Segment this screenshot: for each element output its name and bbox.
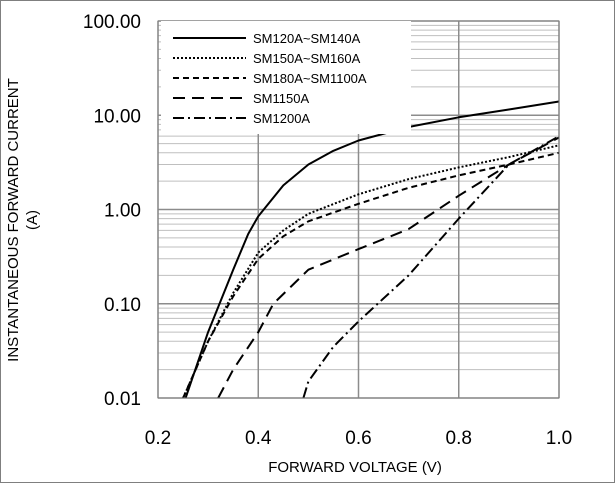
y-axis-title-line-2: (A) xyxy=(24,210,41,230)
legend-background xyxy=(161,21,411,134)
legend: SM120A~SM140A SM150A~SM160A SM180A~SM1100A… xyxy=(161,21,411,134)
x-axis-title: FORWARD VOLTAGE (V) xyxy=(268,459,442,476)
legend-label: SM120A~SM140A xyxy=(253,31,361,46)
series-line-sm180a-sm1100a xyxy=(182,151,560,399)
x-tick-label: 0.8 xyxy=(446,428,472,449)
y-tick-label: 1.00 xyxy=(104,201,141,222)
x-tick-label: 0.2 xyxy=(145,428,171,449)
legend-label: SM180A~SM1100A xyxy=(253,71,367,86)
series-line-sm1200a xyxy=(302,135,560,399)
y-tick-label: 0.10 xyxy=(104,295,141,316)
series-line-sm120a-sm140a xyxy=(184,100,560,399)
legend-label: SM1150A xyxy=(253,91,309,106)
x-tick-label: 1.0 xyxy=(546,428,572,449)
y-tick-label: 10.00 xyxy=(93,106,141,127)
y-axis-title-line-1: INSTANTANEOUS FORWARD CURRENT xyxy=(5,78,22,362)
y-tick-label: 100.00 xyxy=(83,12,141,33)
legend-label: SM150A~SM160A xyxy=(253,51,361,66)
x-tick-label: 0.6 xyxy=(345,428,371,449)
x-tick-label: 0.4 xyxy=(245,428,272,449)
legend-label: SM1200A xyxy=(253,111,310,126)
series-line-sm1150a xyxy=(217,136,560,399)
y-tick-label: 0.01 xyxy=(104,389,141,410)
series-lines xyxy=(182,100,560,399)
tick-labels: 0.01 0.10 1.00 10.00 100.00 0.2 0.4 0.6 0.8 1.0 xyxy=(83,12,572,449)
